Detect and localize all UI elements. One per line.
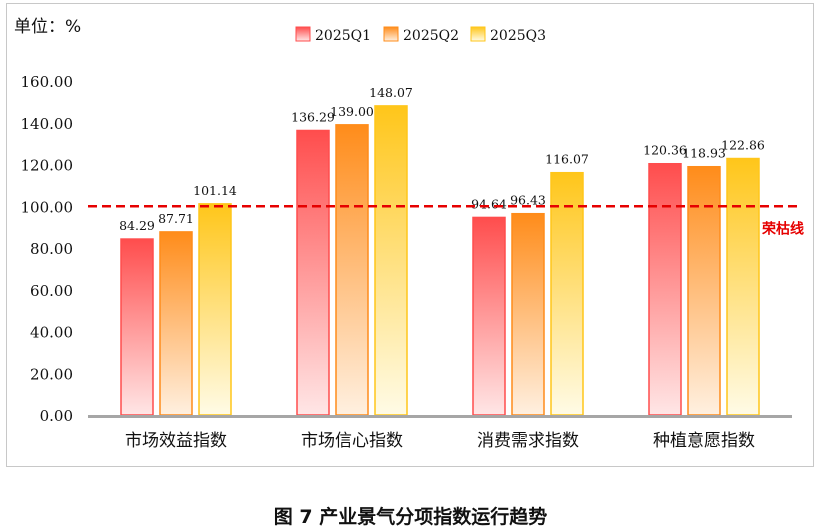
data-label: 136.29 — [291, 109, 335, 124]
bar-chart: 单位：% 2025Q1 2025Q2 2025Q3 0.00 20.00 40.00 60… — [14, 17, 804, 451]
data-label: 116.07 — [545, 152, 589, 167]
unit-label: 单位：% — [14, 17, 81, 37]
y-tick-label: 20.00 — [30, 365, 73, 383]
reference-line: 荣枯线 — [88, 205, 804, 237]
y-tick-label: 40.00 — [30, 324, 73, 342]
legend-label: 2025Q3 — [490, 28, 546, 44]
data-label: 139.00 — [330, 104, 374, 119]
data-label: 148.07 — [369, 85, 413, 100]
x-axis: 市场效益指数 市场信心指数 消费需求指数 种植意愿指数 — [88, 415, 792, 451]
bar-2025q1 — [472, 216, 506, 416]
data-label: 96.43 — [510, 193, 546, 208]
bar-2025q2 — [335, 124, 369, 416]
bar-2025q1 — [296, 129, 330, 416]
figure-caption: 图 7 产业景气分项指数运行趋势 — [273, 506, 548, 528]
y-tick-label: 160.00 — [21, 73, 74, 91]
y-tick-label: 60.00 — [30, 282, 73, 300]
bar-2025q2 — [159, 231, 193, 416]
x-category-label: 市场信心指数 — [301, 431, 403, 451]
bar-2025q3 — [726, 157, 760, 416]
reference-line-label: 荣枯线 — [761, 220, 804, 237]
y-axis: 0.00 20.00 40.00 60.00 80.00 100.00 120.00 140.… — [21, 73, 74, 425]
data-label: 87.71 — [158, 211, 194, 226]
y-tick-label: 140.00 — [21, 115, 74, 133]
y-tick-label: 0.00 — [40, 407, 73, 425]
bar-2025q3 — [374, 105, 408, 416]
legend-swatch — [470, 26, 486, 42]
data-label: 94.64 — [471, 196, 507, 211]
x-category-label: 市场效益指数 — [125, 431, 227, 451]
bar-2025q3 — [198, 203, 232, 416]
legend-label: 2025Q1 — [315, 28, 371, 44]
data-label: 101.14 — [193, 183, 237, 198]
data-label: 84.29 — [119, 218, 155, 233]
x-category-label: 种植意愿指数 — [653, 431, 755, 451]
x-category-label: 消费需求指数 — [477, 431, 579, 451]
bar-2025q3 — [550, 171, 584, 416]
bar-2025q2 — [687, 165, 721, 416]
bar-2025q1 — [120, 238, 154, 416]
bar-2025q1 — [648, 162, 682, 416]
legend: 2025Q1 2025Q2 2025Q3 — [295, 26, 546, 44]
bar-2025q2 — [511, 212, 545, 416]
y-tick-label: 80.00 — [30, 240, 73, 258]
legend-label: 2025Q2 — [403, 28, 459, 44]
legend-swatch — [295, 26, 311, 42]
y-tick-label: 100.00 — [21, 198, 74, 216]
data-label: 118.93 — [682, 146, 726, 161]
data-label: 120.36 — [643, 143, 687, 158]
data-label: 122.86 — [721, 138, 765, 153]
y-tick-label: 120.00 — [21, 157, 74, 175]
legend-swatch — [383, 26, 399, 42]
